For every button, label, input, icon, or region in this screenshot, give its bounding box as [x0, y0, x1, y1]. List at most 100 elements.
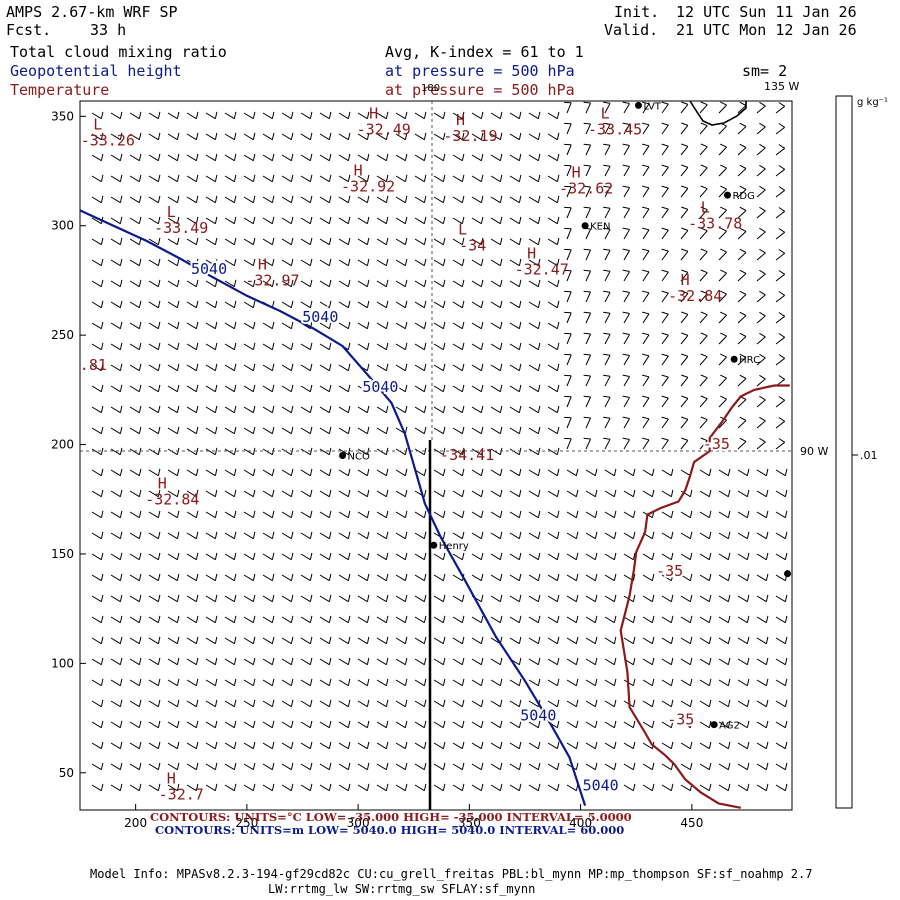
height-contour-label: 5040	[191, 260, 227, 278]
station-marker: NCO	[339, 452, 370, 463]
smoothing-label: sm= 2	[742, 62, 788, 80]
point-value: -34.41	[440, 446, 494, 464]
pressure-center-type: L	[93, 115, 102, 133]
pressure-center-value: -32.19	[443, 127, 497, 145]
pressure-center-type: H	[681, 271, 690, 289]
wind-barb-field	[91, 101, 788, 792]
pressure-center-type: H	[456, 111, 465, 129]
station-dot	[730, 355, 738, 363]
lon-label-180: 180	[421, 83, 440, 94]
station-marker: Henry	[430, 541, 469, 552]
legend-height-contours: CONTOURS: UNITS=m LOW= 5040.0 HIGH= 5040…	[155, 823, 625, 837]
height-contour-label: 5040	[583, 776, 619, 794]
model-info-line1: Model Info: MPASv8.2.3-194-gf29cd82c CU:…	[90, 867, 813, 881]
colorbar-unit: g kg⁻¹	[857, 97, 888, 108]
station-dot	[581, 222, 589, 230]
map-frame	[79, 100, 793, 811]
wind-barbs	[91, 101, 788, 792]
pressure-center: H-32.62	[559, 164, 613, 198]
pressure-center-value: -32.84	[145, 490, 199, 508]
pressure-center-value: -33.45	[588, 121, 642, 139]
init-value: 12 UTC Sun 11 Jan 26	[676, 3, 857, 21]
pressure-center-type: H	[354, 161, 363, 179]
pressure-center-type: L	[167, 203, 176, 221]
pressure-center-value: -32.7	[159, 786, 204, 804]
pressure-center: H-32.47	[515, 245, 569, 279]
coastline	[689, 100, 747, 126]
station-marker: RDG	[723, 191, 755, 202]
pressure-center: H-32.7	[159, 770, 204, 804]
pressure-center: H-32.97	[245, 255, 299, 289]
pressure-center: L-33.26	[81, 115, 135, 149]
x-tick-label: 300	[347, 816, 370, 830]
pressure-center-type: H	[167, 770, 176, 788]
map-labels: L-33.26H-32.49H-32.19L-33.45H-32.92H-32.…	[80, 101, 792, 804]
axes: 200 250 300 350 400 450 50 100 150 200 250 300 350	[51, 109, 703, 830]
pressure-center-value: -32.47	[515, 261, 569, 279]
y-tick-label: 100	[51, 656, 74, 670]
station-dot	[430, 541, 438, 549]
temp-contour-label: -35	[667, 711, 694, 729]
lon-label-90w: 90 W	[800, 445, 828, 458]
station-name: RDG	[732, 191, 754, 202]
pressure-center: H-32.19	[443, 111, 497, 145]
station-dot	[710, 721, 718, 729]
pressure-level-temp: at pressure = 500 hPa	[385, 81, 575, 99]
station-name: KEN	[590, 222, 610, 233]
x-tick-label: 450	[680, 816, 703, 830]
temp-contour-label: -35	[703, 435, 730, 453]
station-name: LVT	[643, 101, 661, 112]
x-tick-label: 250	[235, 816, 258, 830]
valid-label: Valid.	[604, 21, 659, 39]
y-tick-label: 350	[51, 109, 74, 123]
station-dot	[723, 191, 731, 199]
pressure-level-height: at pressure = 500 hPa	[385, 62, 575, 80]
y-tick-label: 200	[51, 438, 74, 452]
y-tick-label: 50	[59, 766, 74, 780]
station-dot	[339, 452, 347, 459]
forecast-label: Fcst.	[6, 21, 52, 39]
pressure-center-value: -33.26	[81, 131, 135, 149]
temp-contour-label: -35	[656, 562, 683, 580]
valid-value: 21 UTC Mon 12 Jan 26	[676, 21, 857, 39]
colorbar-tick-label: .01	[860, 449, 878, 462]
pressure-center-value: -32.84	[668, 287, 722, 305]
x-tick-label: 400	[569, 816, 592, 830]
station-marker: HRC	[730, 355, 760, 366]
pressure-center: L-33.49	[154, 203, 208, 237]
pressure-center-type: L	[601, 105, 610, 123]
lon-label-135w: 135 W	[764, 80, 799, 93]
pressure-center-type: H	[527, 245, 536, 263]
model-info-line2: LW:rrtmg_lw SW:rrtmg_sw SFLAY:sf_mynn	[268, 882, 536, 896]
pressure-center-value: -33.49	[154, 219, 208, 237]
y-tick-label: 150	[51, 547, 74, 561]
field-cloud-mixing: Total cloud mixing ratio	[10, 43, 227, 61]
pressure-center-type: L	[458, 220, 467, 238]
pressure-center-type: H	[572, 164, 581, 182]
pressure-center: L-33.78	[688, 199, 742, 233]
station-marker	[784, 570, 792, 578]
field-geopotential: Geopotential height	[10, 62, 182, 80]
height-contour-line	[79, 209, 587, 806]
kindex-avg: Avg, K-index = 61 to 1	[385, 43, 584, 61]
point-value: .81	[80, 356, 107, 374]
station-marker: LVT	[634, 101, 662, 112]
station-name: Henry	[439, 541, 469, 552]
pressure-center: H-32.49	[357, 105, 411, 139]
pressure-center-type: H	[369, 105, 378, 123]
station-dot	[634, 101, 642, 109]
model-title: AMPS 2.67-km WRF SP	[6, 3, 178, 21]
height-contour-label: 5040	[302, 308, 338, 326]
pressure-center: H-32.92	[341, 161, 395, 195]
pressure-center-type: H	[158, 474, 167, 492]
x-tick-label: 200	[124, 816, 147, 830]
contours: 5040 5040 5040 5040 5040 -35 -35 -35	[79, 209, 790, 809]
pressure-center-value: -32.49	[357, 121, 411, 139]
y-tick-label: 250	[51, 328, 74, 342]
init-label: Init.	[614, 3, 660, 21]
pressure-center: L-34	[458, 220, 486, 254]
colorbar	[835, 95, 853, 809]
pressure-center: H-32.84	[668, 271, 722, 305]
temp-contour-line	[619, 384, 790, 809]
